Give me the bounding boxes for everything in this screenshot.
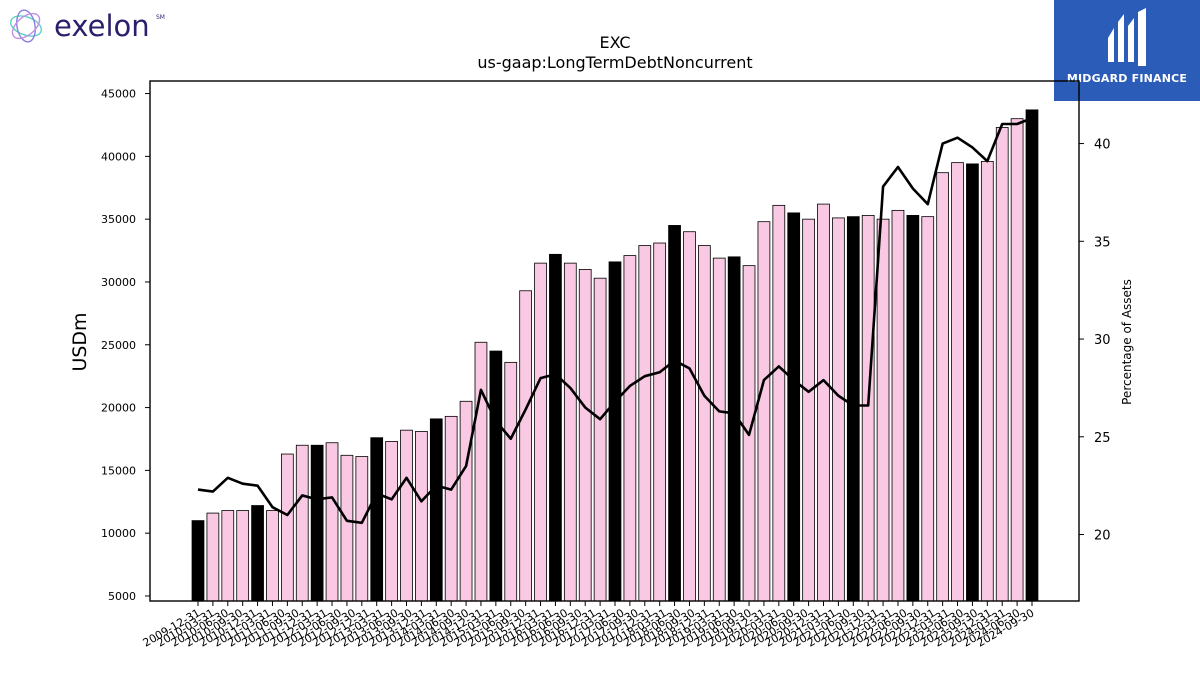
bar <box>861 214 875 602</box>
bar <box>668 225 681 602</box>
bar <box>325 442 339 602</box>
bar <box>638 245 652 602</box>
midgard-logo: MIDGARD FINANCE <box>1054 0 1200 101</box>
bar <box>280 453 294 602</box>
bar <box>846 216 860 602</box>
bar <box>400 429 413 602</box>
bar <box>266 510 279 602</box>
bar <box>310 444 324 602</box>
bar <box>415 431 428 602</box>
y-tick-label: 5000 <box>108 590 136 603</box>
bar <box>534 262 547 602</box>
bar <box>593 277 607 602</box>
bar <box>429 418 443 602</box>
bar <box>519 290 533 602</box>
bar <box>802 218 815 602</box>
bar <box>876 218 890 602</box>
y2-tick-label: 30 <box>1094 333 1111 348</box>
y-tick-label: 25000 <box>101 339 136 352</box>
bar <box>653 242 667 602</box>
y2-tick-label: 35 <box>1094 235 1111 250</box>
exelon-logo: exelon SM <box>4 4 174 48</box>
percentage-series-line <box>197 116 1033 525</box>
bar <box>712 257 726 602</box>
bar <box>459 400 473 602</box>
y-tick-label: 10000 <box>101 527 136 540</box>
bar <box>906 214 920 602</box>
bar <box>563 262 577 602</box>
bar <box>340 454 354 602</box>
bar <box>549 253 562 602</box>
bar <box>221 510 235 602</box>
y-tick-label: 40000 <box>101 150 136 163</box>
bar <box>951 162 964 602</box>
exelon-logo-text: exelon <box>54 9 150 43</box>
bar <box>891 209 905 602</box>
bar <box>757 221 771 602</box>
bar <box>444 415 458 602</box>
y-tick-label: 35000 <box>101 213 136 226</box>
bar <box>385 441 398 602</box>
y2-tick-label: 20 <box>1094 529 1111 544</box>
bar <box>832 217 845 602</box>
exelon-flower-icon: exelon SM <box>9 9 165 43</box>
chart-subtitle: us-gaap:LongTermDebtNoncurrent <box>477 53 752 72</box>
bar <box>191 520 205 602</box>
bar <box>370 437 384 602</box>
bar <box>295 444 309 602</box>
y-tick-label: 15000 <box>101 464 136 477</box>
y-axis-label: USDm <box>69 312 91 371</box>
bar <box>623 255 637 602</box>
bar <box>355 456 369 602</box>
bar <box>966 163 979 602</box>
bar <box>921 216 935 602</box>
bar <box>787 212 801 602</box>
bar <box>578 269 592 602</box>
chart-title: EXC <box>599 33 630 52</box>
bars-layer <box>191 109 1039 602</box>
bar <box>683 231 696 602</box>
bar <box>817 203 830 602</box>
y2-axis-label: Percentage of Assets <box>1120 279 1134 405</box>
bar <box>995 127 1009 602</box>
bar <box>980 160 994 602</box>
y-tick-label: 20000 <box>101 402 136 415</box>
line-layer <box>197 116 1033 525</box>
bar <box>772 204 786 602</box>
bar <box>504 361 518 602</box>
bar <box>474 341 488 602</box>
bar <box>1025 109 1039 602</box>
midgard-logo-text: MIDGARD FINANCE <box>1066 72 1188 85</box>
y-tick-label: 45000 <box>101 88 136 101</box>
bar <box>206 512 220 602</box>
midgard-emblem-icon <box>1108 8 1146 66</box>
bar <box>1010 118 1024 602</box>
bar <box>236 510 250 602</box>
bar <box>698 245 711 602</box>
bar <box>489 350 503 602</box>
bar <box>608 261 622 602</box>
bar <box>727 256 741 602</box>
y2-tick-label: 25 <box>1094 431 1111 446</box>
y-tick-label: 30000 <box>101 276 136 289</box>
bar <box>936 172 950 602</box>
y2-tick-label: 40 <box>1094 138 1111 153</box>
exelon-logo-mark: SM <box>156 14 165 21</box>
bar <box>251 505 264 602</box>
